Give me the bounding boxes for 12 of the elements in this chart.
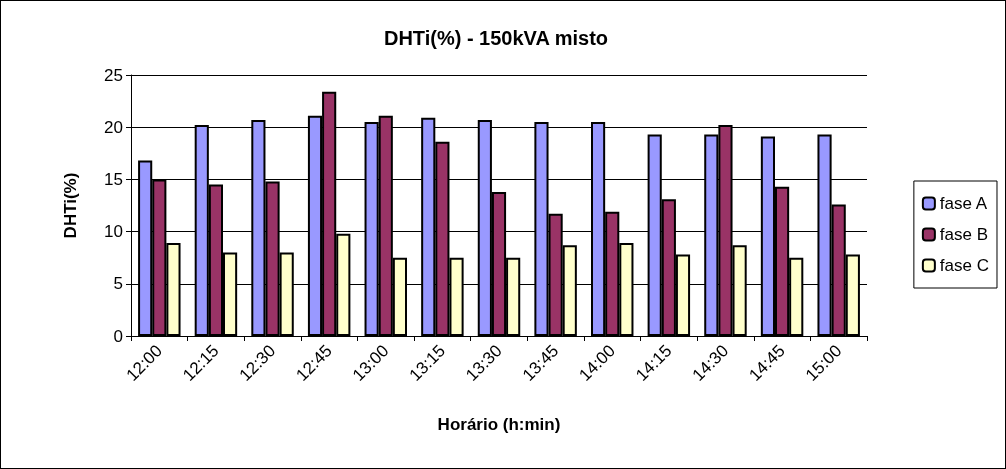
chart-title: DHTi(%) - 150kVA misto	[383, 27, 609, 49]
y-tick-label: 25	[104, 65, 123, 85]
y-tick-label: 15	[104, 169, 123, 189]
y-axis-title: DHTi(%)	[61, 172, 80, 239]
y-tick-label: 0	[113, 326, 123, 346]
legend-label: fase A	[939, 194, 988, 213]
y-tick-label: 10	[104, 222, 123, 242]
legend-label: fase B	[939, 225, 989, 244]
legend-label: fase C	[939, 256, 990, 275]
y-tick-label: 20	[104, 117, 123, 137]
x-axis-title: Horário (h:min)	[437, 415, 561, 434]
y-tick-label: 5	[113, 274, 123, 294]
